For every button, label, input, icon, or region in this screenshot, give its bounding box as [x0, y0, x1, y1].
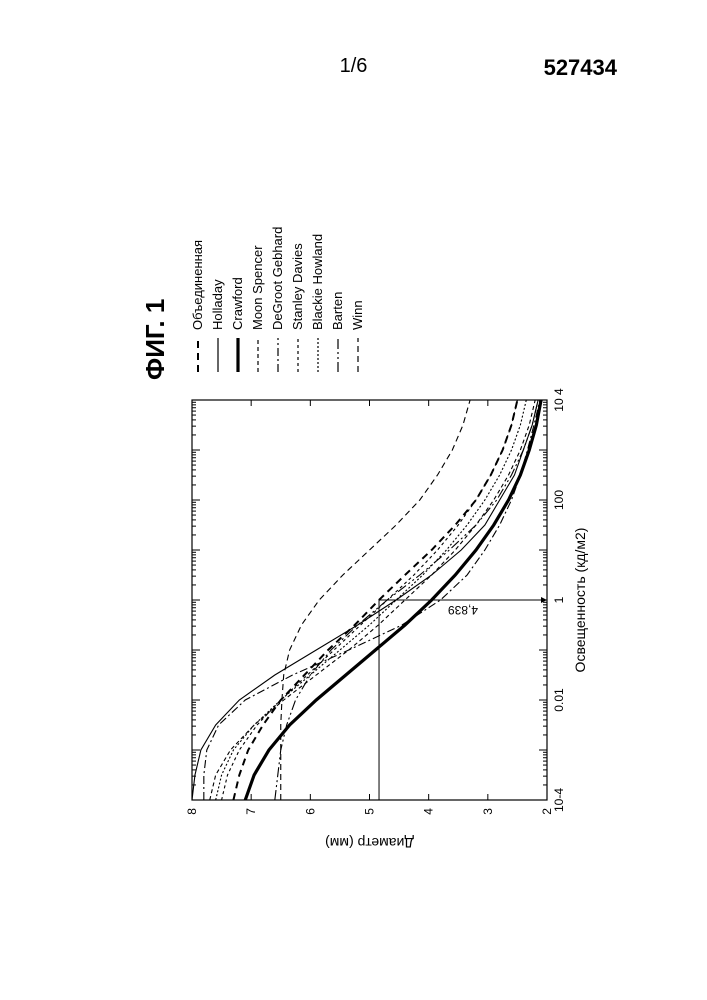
legend-label: Barten [330, 292, 345, 330]
annotation-text: 4,839 [448, 603, 478, 617]
y-tick-label: 2 [540, 808, 554, 815]
x-tick-label: 0.01 [552, 688, 566, 712]
legend-label: Blackie Howland [310, 234, 325, 330]
legend-label: DeGroot Gebhard [270, 227, 285, 330]
x-axis-label: Освещенность (кд/м2) [572, 528, 588, 673]
y-tick-label: 4 [422, 808, 436, 815]
legend-label: Stanley Davies [290, 243, 305, 330]
y-tick-label: 7 [244, 808, 258, 815]
y-tick-label: 3 [481, 808, 495, 815]
legend-label: Объединенная [190, 240, 205, 330]
legend: Объединенная Holladay Crawford Moon Spencer… [190, 227, 365, 372]
x-tick-label: 10 4 [552, 388, 566, 412]
document-number: 527434 [544, 55, 617, 81]
x-tick-label: 10-4 [552, 788, 566, 812]
y-axis-label: Диаметр (мм) [325, 835, 414, 851]
chart-container: 10-4 0.01 1 100 10 4 Освещенность (кд/м2) 2 3 4 5… [180, 190, 600, 870]
x-tick-label: 100 [552, 490, 566, 510]
figure-title: ФИГ. 1 [140, 299, 171, 380]
legend-label: Crawford [230, 277, 245, 330]
chart-svg: 10-4 0.01 1 100 10 4 Освещенность (кд/м2) 2 3 4 5… [180, 190, 600, 870]
y-tick-label: 8 [185, 808, 199, 815]
page-number: 1/6 [340, 55, 368, 78]
legend-label: Moon Spencer [250, 245, 265, 330]
x-tick-label: 1 [552, 596, 566, 603]
y-tick-label: 6 [303, 808, 317, 815]
legend-label: Winn [350, 300, 365, 330]
y-tick-label: 5 [363, 808, 377, 815]
legend-label: Holladay [210, 279, 225, 330]
